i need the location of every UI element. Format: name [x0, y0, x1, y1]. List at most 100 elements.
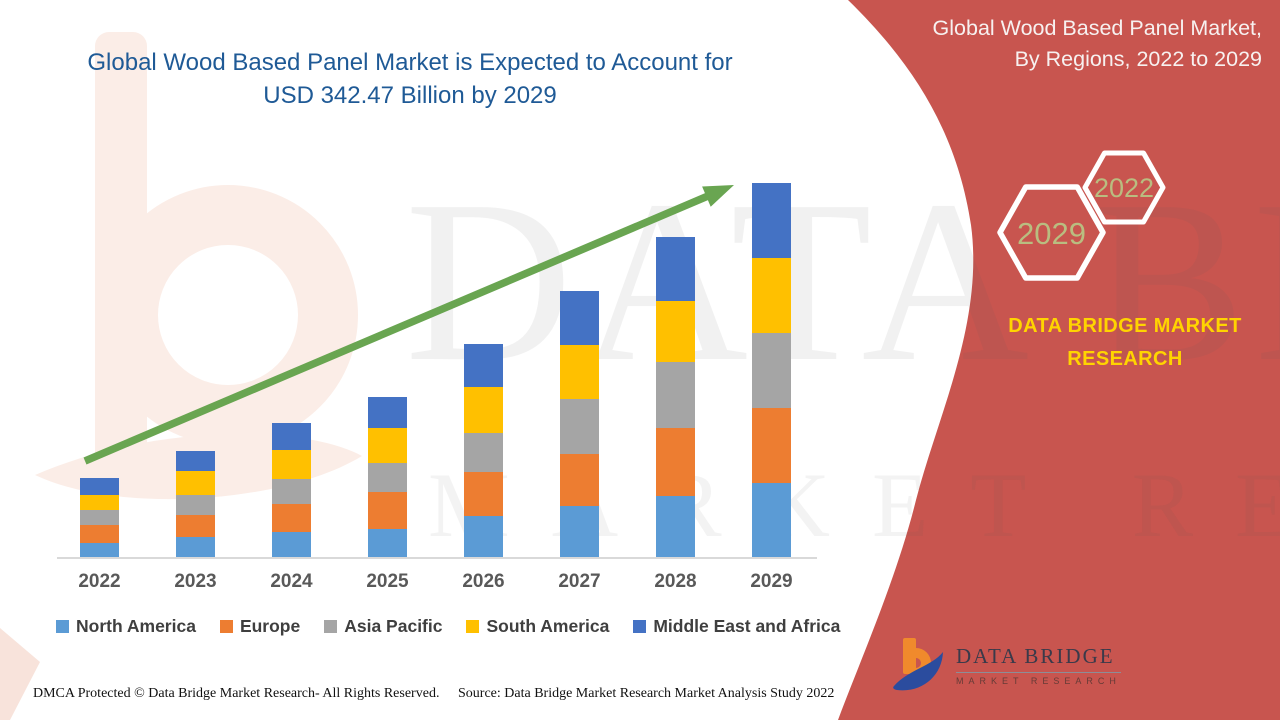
footer-dmca-text: DMCA Protected © Data Bridge Market Rese… — [33, 686, 440, 701]
bar-segment-2024 — [272, 450, 311, 479]
bar-segment-2022 — [80, 510, 119, 525]
bar-segment-2027 — [560, 454, 599, 506]
hexagon-2029-label: 2029 — [1017, 216, 1086, 251]
legend-label: South America — [486, 616, 610, 636]
legend-swatch — [219, 620, 233, 633]
logo-title: DATA BRIDGE — [956, 644, 1121, 673]
bar-segment-2023 — [176, 495, 215, 515]
bar-2024 — [272, 423, 311, 557]
bar-segment-2024 — [272, 479, 311, 504]
hexagon-2022-label: 2022 — [1094, 173, 1154, 203]
panel-title: Global Wood Based Panel Market, By Regio… — [860, 13, 1262, 75]
x-axis-label-2029: 2029 — [750, 571, 793, 592]
legend-swatch — [633, 620, 647, 633]
bar-segment-2026 — [464, 516, 503, 557]
bar-segment-2027 — [560, 291, 599, 346]
bar-segment-2024 — [272, 532, 311, 557]
hexagon-2029-shape — [997, 184, 1106, 281]
chart-title-line2: USD 342.47 Billion by 2029 — [263, 82, 557, 109]
bar-segment-2026 — [464, 344, 503, 387]
legend-item: Middle East and Africa — [633, 616, 840, 637]
x-axis-line — [57, 557, 817, 559]
brand-wordmark: DATA BRIDGE MARKET RESEARCH — [985, 310, 1265, 376]
bar-segment-2025 — [368, 492, 407, 529]
bar-segment-2022 — [80, 478, 119, 495]
bar-2029 — [752, 183, 791, 557]
bar-segment-2022 — [80, 543, 119, 557]
bar-segment-2026 — [464, 472, 503, 516]
bar-2026 — [464, 344, 503, 557]
chart-title: Global Wood Based Panel Market is Expect… — [30, 46, 790, 112]
legend: North America Europe Asia Pacific South Ame… — [56, 616, 840, 637]
bar-segment-2025 — [368, 529, 407, 557]
bar-2022 — [80, 478, 119, 557]
bar-segment-2022 — [80, 525, 119, 543]
bar-segment-2023 — [176, 515, 215, 537]
bar-segment-2028 — [656, 237, 695, 301]
legend-label: Europe — [239, 616, 301, 636]
brand-line2: RESEARCH — [1067, 348, 1183, 370]
logo-subtitle: MARKET RESEARCH — [956, 676, 1121, 686]
bar-segment-2026 — [464, 433, 503, 472]
bar-segment-2029 — [752, 333, 791, 409]
x-axis-label-2026: 2026 — [462, 571, 505, 592]
legend-item: North America — [56, 616, 196, 637]
bar-segment-2022 — [80, 495, 119, 510]
bar-segment-2028 — [656, 496, 695, 557]
legend-label: Middle East and Africa — [653, 616, 841, 636]
panel-title-line2: By Regions, 2022 to 2029 — [1014, 47, 1262, 71]
watermark-text-line2: MARKET RESEARCH — [428, 454, 1280, 556]
legend-swatch — [56, 620, 69, 633]
x-axis-label-2023: 2023 — [174, 571, 217, 592]
bar-segment-2024 — [272, 423, 311, 450]
legend-swatch — [466, 620, 480, 633]
x-axis-label-2022: 2022 — [78, 571, 121, 592]
bar-segment-2027 — [560, 399, 599, 454]
bar-2027 — [560, 291, 599, 557]
bar-segment-2025 — [368, 397, 407, 429]
bar-segment-2023 — [176, 471, 215, 495]
bar-2025 — [368, 397, 407, 557]
x-axis-label-2028: 2028 — [654, 571, 697, 592]
bar-segment-2025 — [368, 463, 407, 492]
legend-item: Asia Pacific — [324, 616, 442, 637]
bar-segment-2029 — [752, 483, 791, 557]
bar-2023 — [176, 451, 215, 557]
bar-segment-2028 — [656, 301, 695, 362]
legend-swatch — [324, 620, 338, 633]
watermark-text-line1: DATA BRIDGE — [405, 153, 1280, 410]
legend-label: Asia Pacific — [344, 616, 443, 636]
bar-segment-2029 — [752, 408, 791, 484]
brand-line1: DATA BRIDGE MARKET — [1008, 315, 1242, 337]
bar-segment-2027 — [560, 345, 599, 399]
bar-segment-2029 — [752, 183, 791, 259]
hexagon-2022-shape — [1082, 150, 1166, 225]
bar-segment-2023 — [176, 537, 215, 557]
panel-title-line1: Global Wood Based Panel Market, — [932, 16, 1262, 40]
footer-source-text: Source: Data Bridge Market Research Mark… — [458, 686, 835, 701]
bar-segment-2025 — [368, 428, 407, 463]
bar-segment-2028 — [656, 428, 695, 496]
company-logo-icon — [893, 638, 943, 691]
legend-label: North America — [76, 616, 196, 636]
bar-segment-2023 — [176, 451, 215, 471]
x-axis-label-2025: 2025 — [366, 571, 409, 592]
bar-2028 — [656, 237, 695, 557]
legend-item: Europe — [219, 616, 301, 637]
bar-segment-2029 — [752, 258, 791, 334]
x-axis-label-2024: 2024 — [270, 571, 313, 592]
legend-item: South America — [466, 616, 609, 637]
bar-segment-2027 — [560, 506, 599, 557]
bar-segment-2024 — [272, 504, 311, 532]
bar-segment-2026 — [464, 387, 503, 433]
company-logo: DATA BRIDGE MARKET RESEARCH — [890, 636, 1121, 696]
chart-title-line1: Global Wood Based Panel Market is Expect… — [87, 49, 733, 76]
x-axis-label-2027: 2027 — [558, 571, 601, 592]
bar-segment-2028 — [656, 362, 695, 428]
